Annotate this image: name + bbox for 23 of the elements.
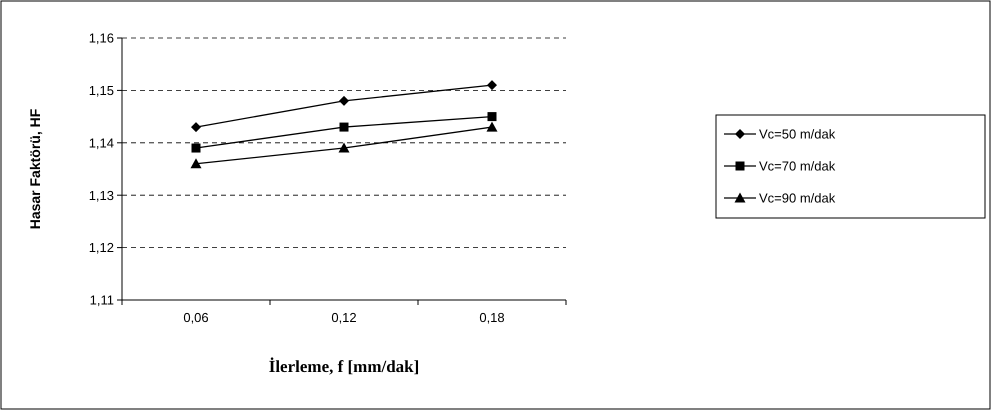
point xyxy=(488,112,496,122)
point xyxy=(190,158,202,168)
y-tick-label: 1,11 xyxy=(90,292,114,308)
x-tick-label: 0,06 xyxy=(183,310,209,325)
x-tick-label: 0,12 xyxy=(331,310,357,325)
point xyxy=(486,122,498,132)
y-tick-label: 1,12 xyxy=(88,240,114,256)
point xyxy=(192,144,200,153)
legend-label: Vc=90 m/dak xyxy=(759,190,836,206)
point xyxy=(338,142,350,153)
point xyxy=(191,122,201,132)
x-tick-label: 0,18 xyxy=(479,310,505,325)
legend-label: Vc=70 m/dak xyxy=(759,158,836,174)
y-tick-label: 1,13 xyxy=(88,188,114,203)
y-tick-label: 1,15 xyxy=(88,82,114,98)
y-tick-label: 1,16 xyxy=(88,30,114,46)
y-axis-title: Hasar Faktörü, HF xyxy=(27,108,43,230)
x-axis-title: İlerleme, f [mm/dak] xyxy=(268,357,420,376)
legend-label: Vc=50 m/dak xyxy=(759,126,836,142)
point xyxy=(339,96,349,106)
y-tick-label: 1,14 xyxy=(88,135,114,150)
point xyxy=(340,122,348,132)
point xyxy=(487,80,497,90)
